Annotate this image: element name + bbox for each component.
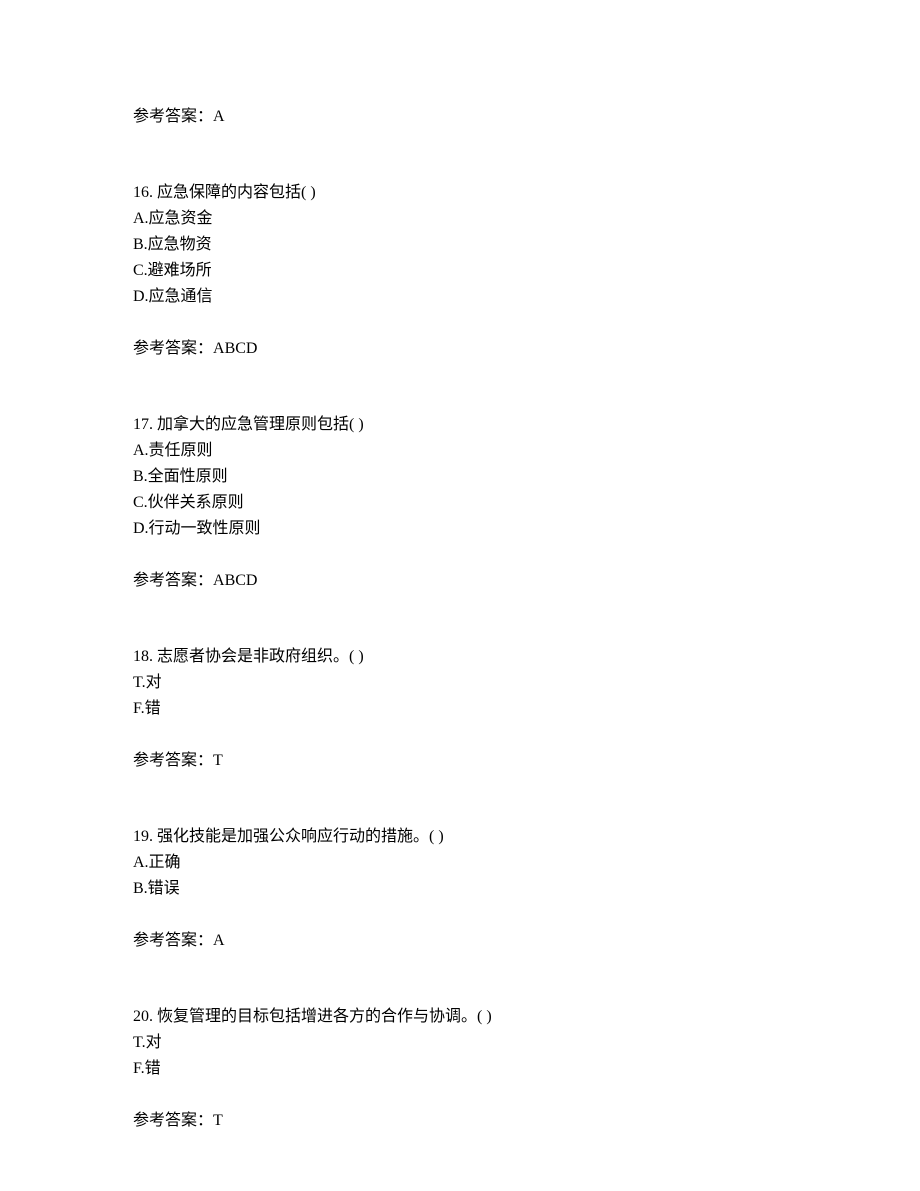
option-c: C.伙伴关系原则: [133, 491, 820, 515]
option-a: A.应急资金: [133, 207, 820, 231]
question-stem: 16. 应急保障的内容包括( ): [133, 181, 820, 205]
question-text-content: 强化技能是加强公众响应行动的措施。( ): [157, 828, 444, 845]
answer-value: A: [213, 932, 225, 949]
question-17: 17. 加拿大的应急管理原则包括( ) A.责任原则 B.全面性原则 C.伙伴关…: [133, 413, 820, 593]
answer-line: 参考答案：ABCD: [133, 337, 820, 361]
question-text-content: 志愿者协会是非政府组织。( ): [157, 648, 364, 665]
option-d: D.应急通信: [133, 285, 820, 309]
question-number: 20.: [133, 1008, 153, 1025]
question-stem: 18. 志愿者协会是非政府组织。( ): [133, 645, 820, 669]
answer-label: 参考答案：: [133, 572, 213, 589]
option-c: C.避难场所: [133, 259, 820, 283]
answer-label: 参考答案：: [133, 932, 213, 949]
answer-line: 参考答案：ABCD: [133, 569, 820, 593]
question-16: 16. 应急保障的内容包括( ) A.应急资金 B.应急物资 C.避难场所 D.…: [133, 181, 820, 361]
option-a: A.责任原则: [133, 439, 820, 463]
answer-label: 参考答案：: [133, 752, 213, 769]
answer-value: A: [213, 108, 225, 125]
question-number: 17.: [133, 416, 153, 433]
option-f: F.错: [133, 1057, 820, 1081]
answer-label: 参考答案：: [133, 108, 213, 125]
question-19: 19. 强化技能是加强公众响应行动的措施。( ) A.正确 B.错误 参考答案：…: [133, 825, 820, 953]
previous-answer: 参考答案：A: [133, 105, 820, 129]
answer-line: 参考答案：T: [133, 1109, 820, 1133]
question-text-content: 恢复管理的目标包括增进各方的合作与协调。( ): [157, 1008, 492, 1025]
option-b: B.全面性原则: [133, 465, 820, 489]
question-number: 18.: [133, 648, 153, 665]
option-d: D.行动一致性原则: [133, 517, 820, 541]
question-18: 18. 志愿者协会是非政府组织。( ) T.对 F.错 参考答案：T: [133, 645, 820, 773]
answer-line: 参考答案：A: [133, 929, 820, 953]
question-stem: 17. 加拿大的应急管理原则包括( ): [133, 413, 820, 437]
option-b: B.错误: [133, 877, 820, 901]
option-t: T.对: [133, 671, 820, 695]
question-20: 20. 恢复管理的目标包括增进各方的合作与协调。( ) T.对 F.错 参考答案…: [133, 1005, 820, 1133]
question-number: 19.: [133, 828, 153, 845]
question-text-content: 应急保障的内容包括( ): [157, 184, 316, 201]
question-stem: 20. 恢复管理的目标包括增进各方的合作与协调。( ): [133, 1005, 820, 1029]
question-number: 16.: [133, 184, 153, 201]
question-stem: 19. 强化技能是加强公众响应行动的措施。( ): [133, 825, 820, 849]
option-b: B.应急物资: [133, 233, 820, 257]
question-text-content: 加拿大的应急管理原则包括( ): [157, 416, 364, 433]
answer-value: T: [213, 752, 223, 769]
answer-label: 参考答案：: [133, 340, 213, 357]
answer-value: ABCD: [213, 572, 257, 589]
answer-value: T: [213, 1112, 223, 1129]
option-f: F.错: [133, 697, 820, 721]
option-a: A.正确: [133, 851, 820, 875]
answer-label: 参考答案：: [133, 1112, 213, 1129]
answer-line: 参考答案：T: [133, 749, 820, 773]
option-t: T.对: [133, 1031, 820, 1055]
answer-value: ABCD: [213, 340, 257, 357]
